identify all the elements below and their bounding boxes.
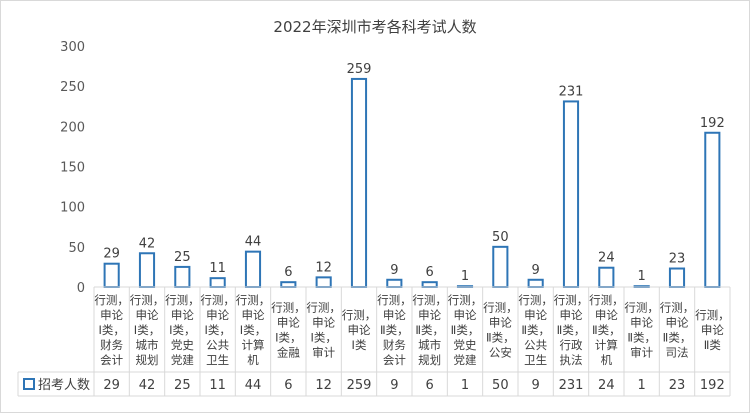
value-label: 42 <box>139 236 156 251</box>
value-label: 44 <box>245 235 262 250</box>
table-value: 50 <box>492 378 509 393</box>
category-label: 行测，申论 Ⅱ类，公安 <box>483 301 518 360</box>
table-value: 231 <box>559 378 584 393</box>
table-value: 29 <box>103 378 120 393</box>
legend-label: 招考人数 <box>38 378 90 393</box>
value-label: 25 <box>174 250 191 265</box>
value-label: 24 <box>598 251 615 266</box>
category-label: 行测，申论 Ⅰ类，公共卫生 <box>200 293 235 367</box>
bar <box>138 252 156 288</box>
y-tick-label: 50 <box>68 241 85 256</box>
category-label: 行测，申论 Ⅱ类，公共卫生 <box>518 293 553 367</box>
category-label: 行测，申论 Ⅰ类，金融 <box>271 301 306 360</box>
data-labels: 29 42 25 11 44 6 12 259 9 6 1 50 9 231 24 1 23 192 <box>103 62 724 284</box>
value-label: 9 <box>390 263 398 278</box>
category-label: 行测，申论 Ⅰ类 <box>342 308 377 352</box>
bar <box>244 250 262 289</box>
value-label: 23 <box>669 252 686 267</box>
category-label: 行测，申论 Ⅰ类，财务会计 <box>94 293 129 367</box>
value-label: 11 <box>209 261 226 276</box>
table-value: 9 <box>390 378 398 393</box>
y-tick-label: 100 <box>60 201 85 216</box>
bar <box>280 281 297 288</box>
bar <box>562 100 580 289</box>
bar <box>103 262 120 289</box>
value-label: 6 <box>284 265 292 280</box>
legend-key <box>23 378 35 390</box>
value-label: 192 <box>700 116 725 131</box>
table-value: 192 <box>700 378 725 393</box>
category-label: 行测，申论 Ⅱ类，司法 <box>660 301 695 360</box>
category-label: 行测，申论 Ⅱ类，计算机 <box>589 293 624 367</box>
table-value: 23 <box>669 378 686 393</box>
bar <box>421 281 438 288</box>
bar <box>492 245 509 288</box>
table-value: 24 <box>598 378 615 393</box>
chart-title: 2022年深圳市考各科考试人数 <box>273 18 476 36</box>
bar <box>174 265 191 288</box>
table-value: 1 <box>638 378 646 393</box>
bars <box>103 77 721 289</box>
value-label: 6 <box>426 265 434 280</box>
table-value: 12 <box>315 378 332 393</box>
value-label: 12 <box>315 260 332 275</box>
category-label: 行测，申论 Ⅱ类，行政执法 <box>554 293 589 367</box>
category-label: 行测，申论 Ⅰ类，城市规划 <box>130 293 165 367</box>
bar <box>527 278 544 288</box>
table-value: 6 <box>284 378 292 393</box>
table-value: 44 <box>245 378 262 393</box>
category-label: 行测，申论 Ⅰ类，审计 <box>306 301 341 360</box>
value-label: 1 <box>461 269 469 284</box>
table-value: 1 <box>461 378 469 393</box>
category-label: 行测，申论 Ⅰ类，党史党建 <box>165 293 200 367</box>
y-axis: 0 50 100 150 200 250 300 <box>60 40 85 296</box>
bar <box>598 266 615 289</box>
category-label: 行测，申论 Ⅱ类，党史党建 <box>448 293 483 367</box>
table-value: 42 <box>139 378 156 393</box>
table-value: 259 <box>347 378 372 393</box>
category-label: 行测，申论 Ⅱ类，财务会计 <box>377 293 412 367</box>
y-tick-label: 150 <box>60 161 85 176</box>
bar <box>350 77 368 289</box>
value-label: 259 <box>347 62 372 77</box>
y-tick-label: 0 <box>77 281 85 296</box>
bar <box>704 131 721 288</box>
category-label: 行测，申论 Ⅱ类，审计 <box>624 301 659 360</box>
table-value: 9 <box>532 378 540 393</box>
table-value: 11 <box>209 378 226 393</box>
y-tick-label: 300 <box>60 40 85 55</box>
category-label: 行测，申论 Ⅰ类，计算机 <box>236 293 271 367</box>
y-tick-label: 250 <box>60 80 85 95</box>
value-label: 9 <box>532 263 540 278</box>
table-value: 6 <box>426 378 434 393</box>
value-label: 29 <box>103 247 120 262</box>
bar <box>668 267 686 289</box>
bar <box>386 278 403 288</box>
bar <box>209 277 226 288</box>
y-tick-label: 200 <box>60 120 85 135</box>
bar <box>315 276 332 288</box>
category-label: 行测，申论 Ⅱ类 <box>695 308 730 352</box>
table-value: 25 <box>174 378 191 393</box>
value-label: 231 <box>559 84 584 99</box>
category-label: 行测，申论 Ⅱ类，城市规划 <box>412 293 447 367</box>
value-label: 50 <box>492 230 509 245</box>
value-label: 1 <box>638 269 646 284</box>
